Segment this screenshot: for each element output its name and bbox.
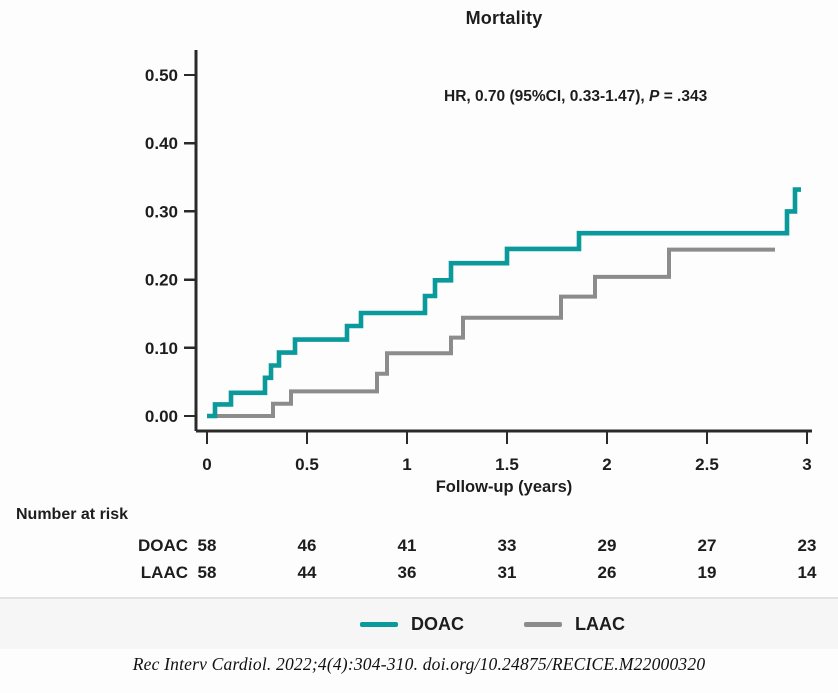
risk-value: 58 [197,536,217,555]
legend: DOAC LAAC [360,614,625,635]
x-tick-label: 0 [202,455,211,474]
legend-band [0,597,838,649]
citation: Rec Interv Cardiol. 2022;4(4):304-310. d… [132,654,706,674]
risk-value: 41 [397,536,417,555]
risk-value: 36 [397,563,417,582]
risk-value: 19 [697,563,717,582]
risk-value: 31 [497,563,517,582]
legend-label-doac: DOAC [411,614,464,634]
y-tick-label: 0.20 [145,271,178,290]
risk-value: 27 [697,536,717,555]
risk-value: 23 [797,536,817,555]
y-tick-label: 0.00 [145,407,178,426]
hr-annotation: HR, 0.70 (95%CI, 0.33-1.47), P = .343 [444,88,707,106]
risk-value: 29 [597,536,617,555]
risk-value: 26 [597,563,617,582]
y-tick-label: 0.10 [145,339,178,358]
legend-item-doac: DOAC [360,614,464,635]
legend-item-laac: LAAC [524,614,625,635]
y-tick-label: 0.40 [145,134,178,153]
legend-label-laac: LAAC [575,614,625,634]
risk-table-header: Number at risk [16,506,129,523]
risk-row-doac: DOAC 58 46 41 33 29 27 23 [0,536,838,560]
p-value-symbol: P [649,88,660,105]
risk-row-laac: LAAC 58 44 36 31 26 19 14 [0,563,838,587]
x-axis-label: Follow-up (years) [435,478,573,496]
x-tick-label: 3 [802,455,811,474]
risk-value: 58 [197,563,217,582]
chart-title: Mortality [465,8,543,28]
hr-annotation-prefix: HR, 0.70 (95%CI, 0.33-1.47), [444,88,650,105]
risk-row-label: LAAC [140,563,188,582]
risk-value: 33 [497,536,517,555]
x-tick-label: 1.5 [495,455,519,474]
risk-row-label: DOAC [137,536,188,555]
x-tick-label: 1 [402,455,411,474]
km-plot-canvas: 0.00 0.10 0.20 0.30 0.40 0.50 0 0.5 1 1.5 2 2.5 3 [145,50,812,474]
risk-value: 44 [297,563,317,582]
x-tick-label: 2 [602,455,611,474]
risk-value: 14 [797,563,817,582]
doac-line-swatch [360,622,398,627]
x-tick-label: 0.5 [295,455,319,474]
hr-annotation-suffix: = .343 [659,88,708,105]
risk-value: 46 [297,536,317,555]
doac-curve [207,187,801,419]
laac-line-swatch [524,622,562,627]
x-tick-label: 2.5 [695,455,719,474]
y-tick-label: 0.30 [145,202,178,221]
laac-curve [207,247,775,418]
y-tick-label: 0.50 [145,66,178,85]
